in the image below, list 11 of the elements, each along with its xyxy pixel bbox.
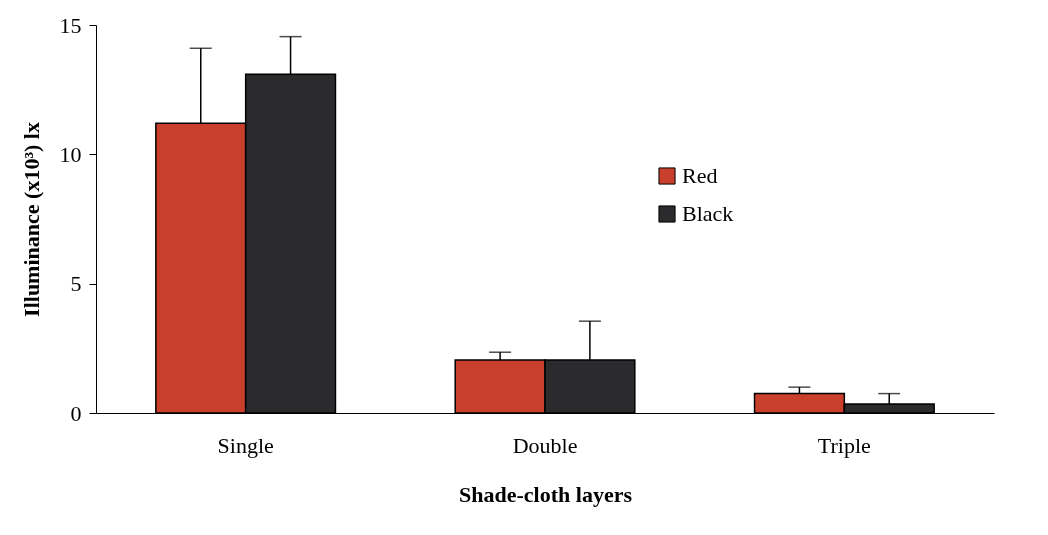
y-axis-title: Illuminance (x10³) lx: [18, 122, 44, 317]
x-tick-label: Single: [217, 432, 274, 458]
x-axis-title: Shade-cloth layers: [459, 481, 633, 507]
y-tick-label: 10: [59, 141, 82, 167]
legend-label: Red: [682, 163, 718, 188]
y-tick-label: 5: [70, 271, 82, 297]
x-tick-label: Triple: [817, 432, 871, 458]
y-tick-label: 0: [70, 400, 82, 426]
legend-label: Black: [682, 201, 734, 226]
x-tick-label: Double: [512, 432, 578, 458]
y-tick-label: 15: [59, 12, 82, 38]
